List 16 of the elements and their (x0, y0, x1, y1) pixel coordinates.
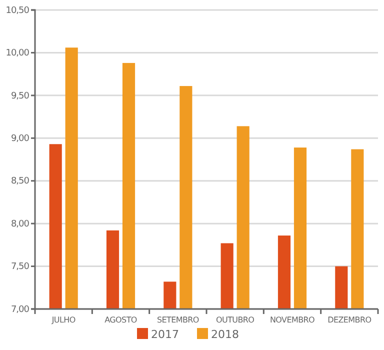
legend-label: 2017 (151, 328, 179, 341)
y-tick-label: 7,50 (10, 262, 30, 272)
x-tick-label: JULHO (50, 316, 76, 325)
legend-label: 2018 (211, 328, 239, 341)
x-tick-label: OUTUBRO (216, 316, 254, 325)
x-tick-label: DEZEMBRO (328, 316, 372, 325)
y-tick-label: 7,00 (10, 304, 30, 315)
y-tick-label: 9,00 (10, 134, 30, 144)
y-tick-label: 8,00 (10, 219, 30, 230)
x-tick-label: SETEMBRO (156, 316, 199, 325)
y-tick-label: 10,50 (6, 6, 30, 16)
y-tick-label: 10,00 (6, 48, 30, 59)
x-tick-label: NOVEMBRO (270, 316, 315, 325)
y-tick-label: 8,50 (10, 176, 30, 187)
x-tick-label: AGOSTO (104, 316, 137, 325)
y-tick-label: 9,50 (10, 91, 30, 102)
